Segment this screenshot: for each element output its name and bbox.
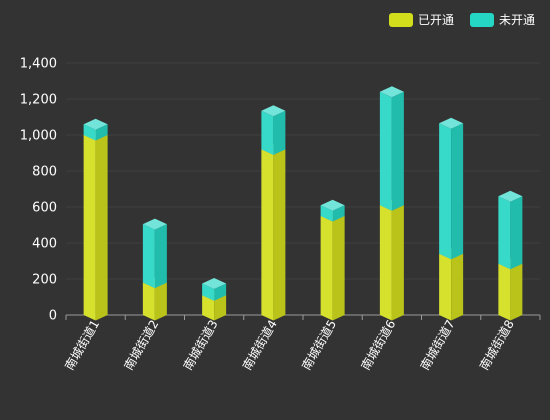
bar-segment — [320, 210, 345, 321]
bar-stack — [320, 199, 345, 321]
bar-cap — [202, 278, 227, 289]
bar-face-right — [391, 205, 404, 321]
bar-face-left — [498, 263, 511, 321]
bar-face-right — [95, 135, 108, 321]
legend: 已开通 未开通 — [389, 13, 535, 27]
bar-stack — [83, 118, 108, 321]
x-tick-label: 南城街道2 — [121, 317, 162, 373]
y-tick-label: 1,000 — [20, 129, 57, 144]
bar-face-right — [273, 110, 286, 155]
bar-face-right — [154, 282, 167, 321]
bar-stack — [439, 117, 464, 321]
bar-face-right — [154, 224, 167, 289]
y-tick-label: 1,400 — [20, 57, 57, 72]
legend-item[interactable]: 未开通 — [470, 13, 535, 27]
bar-face-left — [202, 295, 215, 321]
bar-segment — [202, 278, 227, 301]
y-tick-label: 200 — [32, 273, 57, 288]
bar-face-left — [202, 283, 215, 301]
bar-cap — [320, 199, 345, 211]
bar-segment — [379, 199, 404, 321]
bar-cap — [439, 117, 464, 129]
legend-label: 未开通 — [499, 13, 535, 27]
x-tick-label: 南城街道6 — [358, 317, 399, 373]
y-tick-label: 600 — [32, 201, 57, 216]
legend-swatch — [389, 13, 413, 27]
bar-cap — [83, 118, 108, 130]
bar-stack — [261, 105, 286, 321]
bar-face-left — [320, 216, 333, 321]
bar-face-left — [320, 205, 333, 222]
y-axis-ticks: 0 200 400 600 800 1,000 1,200 1,400 — [20, 57, 57, 324]
bar-stack — [142, 218, 167, 321]
y-tick-label: 1,200 — [20, 93, 57, 108]
bar-face-right — [391, 91, 404, 211]
legend-swatch — [470, 13, 494, 27]
bar-face-left — [261, 149, 274, 321]
bar-face-left — [142, 224, 155, 289]
bar-segment — [83, 129, 108, 321]
bar-face-left — [379, 205, 392, 321]
bar-face-left — [439, 123, 452, 260]
bar-cap — [261, 105, 286, 117]
bar-face-left — [439, 253, 452, 321]
bar-segment — [320, 199, 345, 222]
bar-face-left — [379, 91, 392, 211]
bar-cap — [379, 86, 404, 98]
bar-face-right — [451, 253, 464, 321]
bars — [83, 86, 523, 321]
bar-segment — [261, 105, 286, 155]
bar-segment — [83, 118, 108, 141]
bar-stack — [498, 190, 523, 321]
bar-face-left — [261, 110, 274, 155]
bar-segment — [498, 190, 523, 270]
x-tick-label: 南城街道3 — [180, 317, 221, 373]
bar-face-right — [510, 196, 523, 270]
x-tick-label: 南城街道8 — [476, 317, 517, 373]
bar-face-left — [83, 124, 96, 141]
bar-segment — [261, 143, 286, 321]
bar-cap — [498, 190, 523, 202]
x-tick-label: 南城街道4 — [239, 317, 280, 373]
bar-face-left — [498, 196, 511, 270]
bar-face-left — [142, 282, 155, 321]
bar-cap — [142, 218, 167, 230]
x-tick-label: 南城街道7 — [417, 317, 458, 373]
legend-item[interactable]: 已开通 — [389, 13, 454, 27]
legend-label: 已开通 — [418, 13, 454, 27]
bar-face-right — [214, 295, 227, 321]
bar-face-right — [95, 124, 108, 141]
bar-segment — [379, 86, 404, 211]
bar-stack — [202, 278, 227, 321]
bar-stack — [379, 86, 404, 321]
bar-face-right — [273, 149, 286, 321]
grid-lines — [66, 62, 540, 280]
bar-segment — [439, 117, 464, 260]
bar-face-right — [214, 283, 227, 301]
x-tick-label: 南城街道5 — [298, 317, 339, 373]
bar-face-right — [510, 263, 523, 321]
bar-face-left — [83, 135, 96, 321]
x-tick-label: 南城街道1 — [61, 317, 102, 373]
bar-face-right — [332, 216, 345, 321]
bar-face-right — [332, 205, 345, 222]
bar-face-right — [451, 123, 464, 260]
bar-segment — [142, 218, 167, 289]
y-tick-label: 800 — [32, 165, 57, 180]
y-tick-label: 400 — [32, 237, 57, 252]
y-tick-label: 0 — [49, 309, 57, 324]
x-axis-ticks: 南城街道1 南城街道2 南城街道3 南城街道4 南城街道5 南城街道6 南城街道7 南城街道8 — [61, 315, 541, 373]
